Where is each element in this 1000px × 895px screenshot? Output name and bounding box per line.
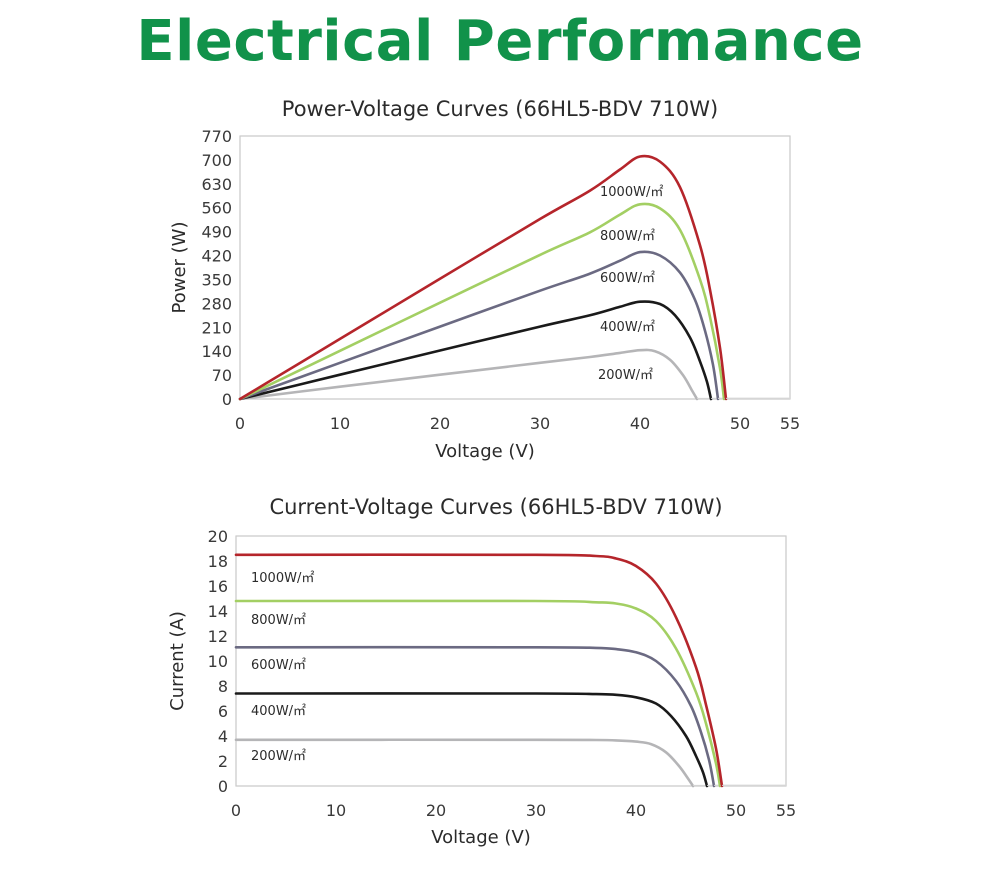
y-tick-label: 10	[208, 652, 228, 671]
series-label-200: 200W/㎡	[251, 749, 306, 764]
y-tick-label: 70	[212, 366, 232, 385]
x-tick-label: 20	[426, 801, 446, 820]
y-tick-label: 560	[201, 199, 232, 218]
x-tick-label: 40	[630, 414, 650, 433]
x-axis-label: Voltage (V)	[431, 827, 531, 848]
x-tick-label: 20	[430, 414, 450, 433]
x-axis-label: Voltage (V)	[435, 441, 535, 462]
chart-power-voltage: Power-Voltage Curves (66HL5-BDV 710W) 0 70…	[169, 97, 800, 462]
y-tick-label: 630	[201, 175, 232, 194]
y-tick-label: 12	[208, 627, 228, 646]
x-tick-label: 50	[726, 801, 746, 820]
chart-title: Power-Voltage Curves (66HL5-BDV 710W)	[282, 97, 718, 121]
y-tick-label: 140	[201, 342, 232, 361]
series-label-400: 400W/㎡	[600, 320, 655, 335]
y-tick-label: 16	[208, 577, 228, 596]
series-line-800	[234, 599, 722, 788]
series-line-400	[234, 692, 709, 788]
page-title: Electrical Performance	[136, 9, 864, 74]
series-line-600	[234, 645, 716, 788]
x-tick-label: 10	[326, 801, 346, 820]
x-tick-label: 30	[526, 801, 546, 820]
y-tick-label: 350	[201, 270, 232, 289]
x-tick-label: 0	[231, 801, 241, 820]
y-tick-label: 20	[208, 527, 228, 546]
series-label-200: 200W/㎡	[598, 368, 653, 383]
y-tick-label: 210	[201, 318, 232, 337]
y-tick-label: 14	[208, 602, 228, 621]
series-line-1000	[234, 553, 724, 788]
series-label-800: 800W/㎡	[600, 229, 655, 244]
series-label-1000: 1000W/㎡	[600, 185, 663, 200]
y-tick-label: 420	[201, 247, 232, 266]
series-line-1000	[238, 154, 728, 401]
y-tick-label: 0	[222, 390, 232, 409]
series-line-400	[238, 300, 713, 401]
series-line-200	[238, 348, 699, 401]
chart-current-voltage: Current-Voltage Curves (66HL5-BDV 710W) 0…	[167, 495, 796, 848]
y-tick-label: 700	[201, 151, 232, 170]
series-label-600: 600W/㎡	[600, 271, 655, 286]
y-tick-label: 6	[218, 702, 228, 721]
series-label-400: 400W/㎡	[251, 704, 306, 719]
x-tick-label: 10	[330, 414, 350, 433]
y-tick-label: 8	[218, 677, 228, 696]
y-tick-label: 0	[218, 777, 228, 796]
series-label-800: 800W/㎡	[251, 613, 306, 628]
y-tick-label: 18	[208, 552, 228, 571]
y-axis-label: Power (W)	[169, 222, 190, 314]
x-tick-label: 55	[776, 801, 796, 820]
x-tick-label: 0	[235, 414, 245, 433]
y-tick-label: 280	[201, 294, 232, 313]
series-line-200	[234, 738, 695, 788]
x-tick-label: 30	[530, 414, 550, 433]
y-tick-label: 490	[201, 223, 232, 242]
y-tick-label: 4	[218, 727, 228, 746]
x-tick-label: 50	[730, 414, 750, 433]
plot-frame	[239, 135, 791, 400]
series-line-600	[238, 250, 720, 401]
series-line-800	[238, 202, 726, 401]
x-tick-label: 40	[626, 801, 646, 820]
x-tick-label: 55	[780, 414, 800, 433]
y-tick-label: 770	[201, 127, 232, 146]
series-label-600: 600W/㎡	[251, 658, 306, 673]
y-tick-label: 2	[218, 752, 228, 771]
chart-title: Current-Voltage Curves (66HL5-BDV 710W)	[269, 495, 722, 519]
series-label-1000: 1000W/㎡	[251, 571, 314, 586]
y-axis-label: Current (A)	[167, 611, 188, 711]
plot-frame	[235, 535, 787, 787]
